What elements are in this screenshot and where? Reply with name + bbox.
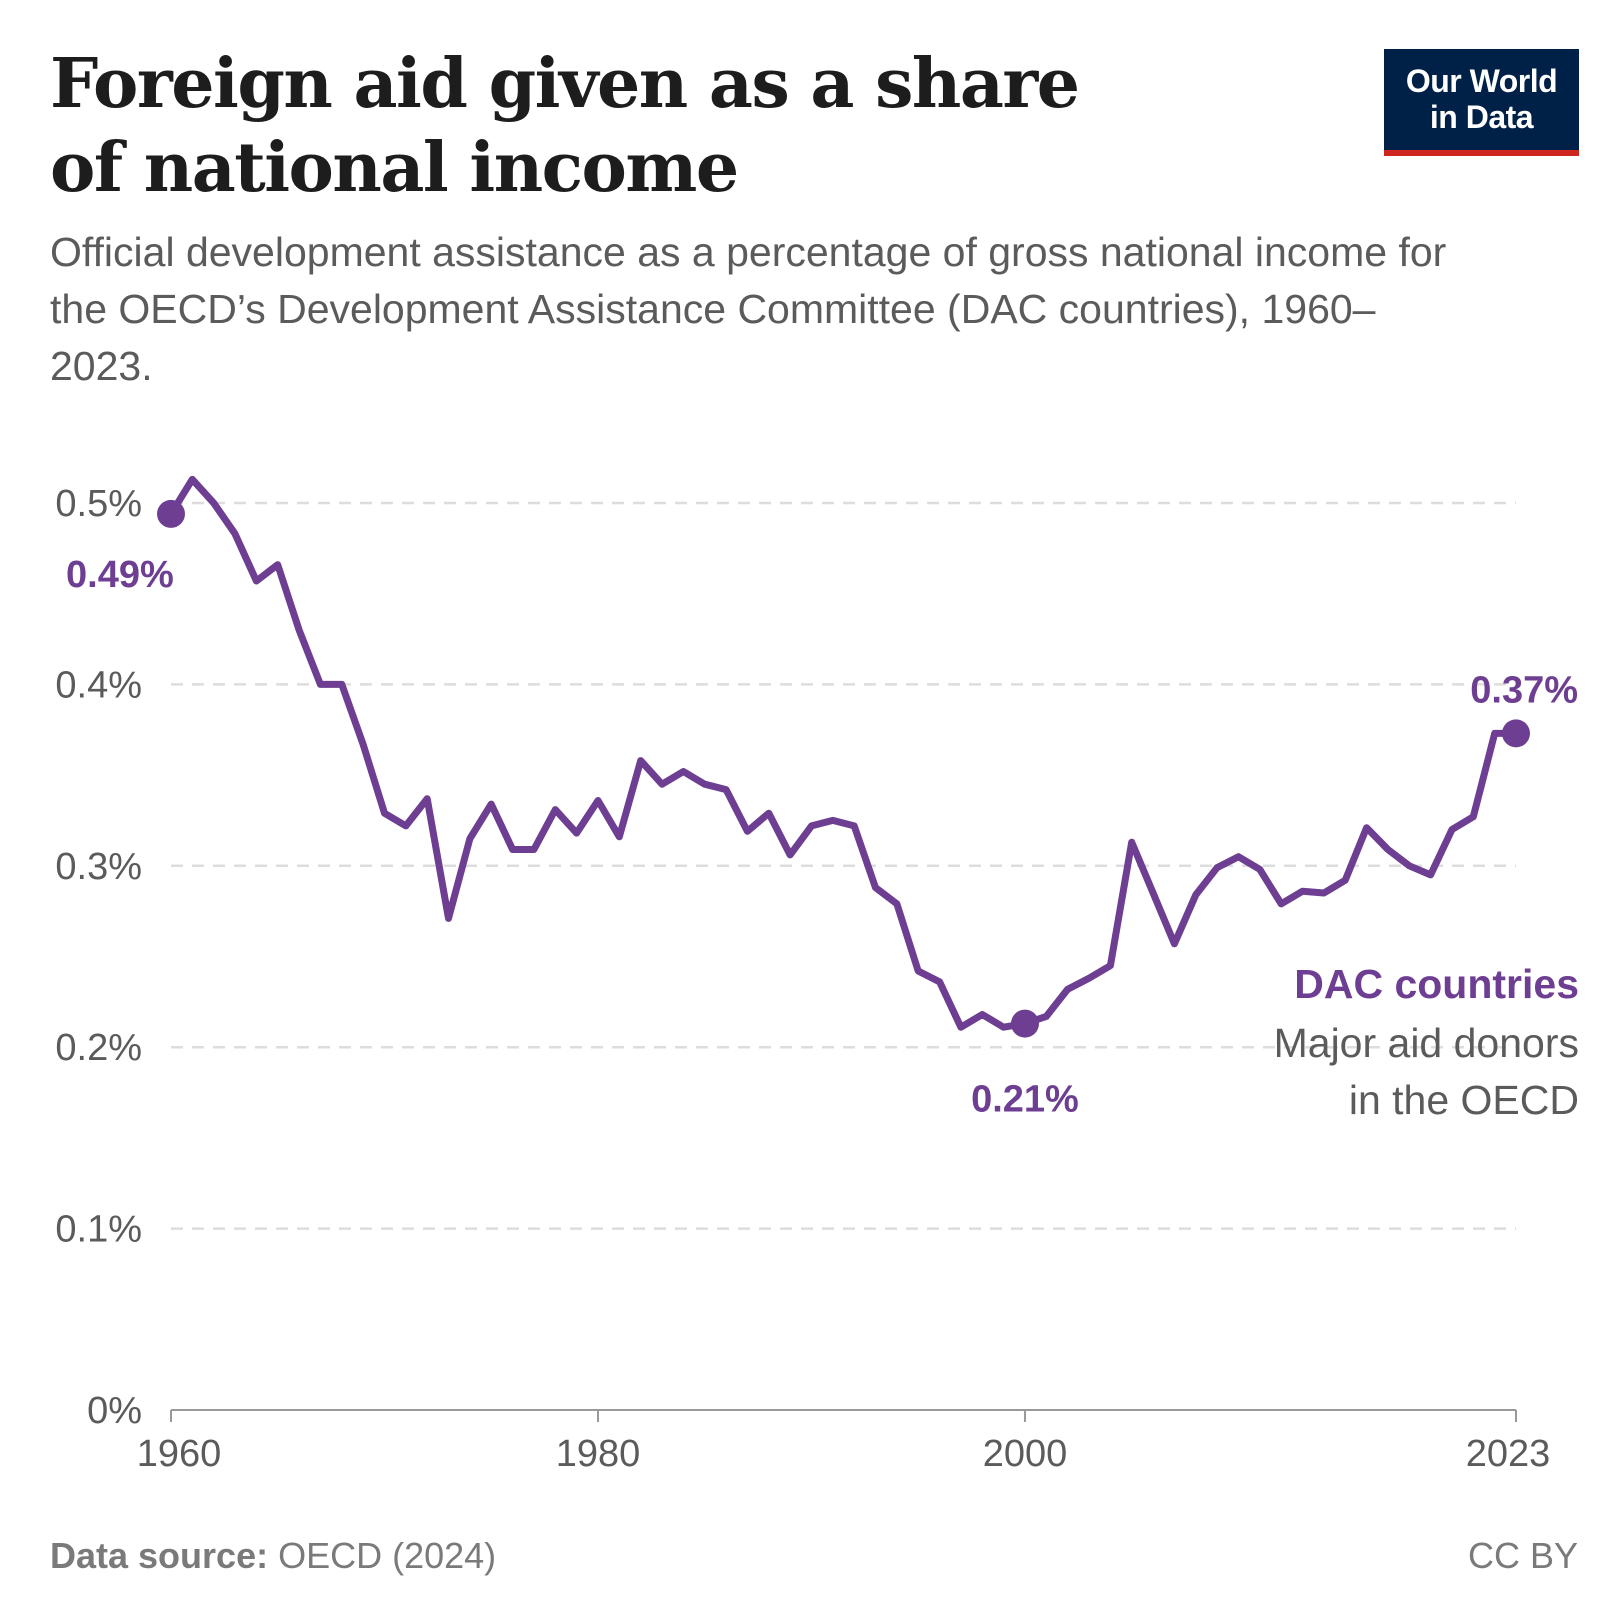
chart-subtitle: Official development assistance as a per… xyxy=(50,229,1447,389)
legend-description-line-2: in the OECD xyxy=(1349,1077,1579,1123)
y-tick-label: 0.4% xyxy=(55,664,142,706)
chart-title: Foreign aid given as a share of national… xyxy=(50,44,1080,208)
source-label: Data source: xyxy=(50,1535,269,1576)
owid-logo[interactable]: Our World in Data xyxy=(1384,49,1579,156)
value-label: 0.49% xyxy=(66,554,174,596)
source-value[interactable]: OECD (2024) xyxy=(278,1535,497,1576)
highlight-point xyxy=(157,499,185,528)
license[interactable]: CC BY xyxy=(1467,1535,1578,1576)
value-label: 0.21% xyxy=(971,1079,1079,1121)
data-source: Data source: OECD (2024) xyxy=(50,1535,496,1577)
y-tick-label: 0.1% xyxy=(55,1209,142,1251)
value-label: 0.37% xyxy=(1470,669,1578,711)
highlight-point xyxy=(1010,1009,1039,1038)
x-tick-label: 2023 xyxy=(1466,1433,1551,1475)
y-tick-label: 0.3% xyxy=(55,846,142,888)
x-tick-label: 1980 xyxy=(556,1433,641,1475)
x-tick-label: 2000 xyxy=(983,1433,1068,1475)
legend-description-line-1: Major aid donors xyxy=(1274,1020,1579,1066)
series-line-dac-countries xyxy=(167,475,1520,1031)
legend-series-name: DAC countries xyxy=(1294,961,1579,1007)
y-tick-label: 0.2% xyxy=(55,1027,142,1069)
y-tick-label: 0.5% xyxy=(55,483,142,525)
x-tick-label: 1960 xyxy=(137,1433,222,1475)
logo-line-1: Our World xyxy=(1405,63,1558,99)
logo-line-2: in Data xyxy=(1429,99,1534,135)
highlight-point xyxy=(1502,719,1530,748)
y-tick-label: 0% xyxy=(87,1390,142,1432)
